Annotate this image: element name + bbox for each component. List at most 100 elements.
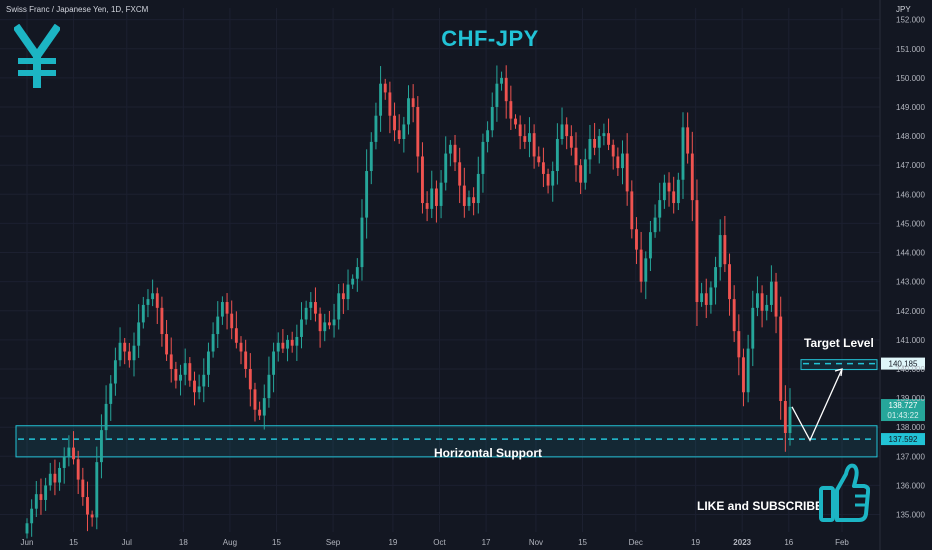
price-tick-label: 143.000 xyxy=(896,278,925,287)
symbol-header[interactable]: Swiss Franc / Japanese Yen, 1D, FXCM xyxy=(6,5,149,14)
candle xyxy=(690,131,694,222)
candle-body xyxy=(765,304,769,311)
candle xyxy=(72,431,75,465)
candle xyxy=(160,296,164,347)
candle xyxy=(555,123,559,185)
candle-body xyxy=(332,319,336,326)
candle xyxy=(602,123,606,146)
candle xyxy=(760,285,764,328)
candle xyxy=(588,124,592,174)
candlestick-series xyxy=(25,65,792,539)
candle-body xyxy=(407,98,410,125)
price-tick-label: 146.000 xyxy=(896,190,925,199)
candle-body xyxy=(207,351,210,375)
candle xyxy=(732,285,736,343)
candle-body xyxy=(300,319,303,337)
candle xyxy=(444,136,448,191)
price-tick-label: 152.000 xyxy=(896,16,925,25)
candle-body xyxy=(216,316,220,335)
candle xyxy=(155,287,159,325)
candle xyxy=(309,292,313,321)
candle-body xyxy=(504,77,508,102)
candle-body xyxy=(48,473,52,486)
candle xyxy=(407,85,410,135)
candle xyxy=(225,293,229,330)
candle-body xyxy=(686,127,690,154)
candle-body xyxy=(323,322,327,332)
candle-body xyxy=(607,133,610,145)
candle xyxy=(788,388,792,446)
candle xyxy=(523,124,527,149)
candle xyxy=(197,374,201,400)
candle xyxy=(346,269,350,311)
candle-body xyxy=(113,360,117,384)
candle xyxy=(244,339,248,378)
candle xyxy=(397,114,401,144)
candle xyxy=(369,132,373,185)
candle-body xyxy=(467,197,471,206)
candle xyxy=(276,332,280,362)
candle xyxy=(411,84,415,123)
time-tick-label: 19 xyxy=(691,538,700,547)
candle xyxy=(742,348,745,407)
candle xyxy=(653,204,657,238)
candle-body xyxy=(667,182,671,192)
candle xyxy=(737,314,741,376)
candle-body xyxy=(597,136,601,148)
candle xyxy=(137,304,141,358)
candle xyxy=(597,128,601,164)
candle xyxy=(467,190,471,211)
candle-body xyxy=(234,328,238,343)
candle-body xyxy=(109,383,113,404)
candle-body xyxy=(523,136,527,142)
candle xyxy=(104,385,108,441)
price-axis[interactable]: 135.000 136.000 137.000 138.000 139.000 140.0… xyxy=(879,0,925,550)
candle-body xyxy=(86,497,89,515)
candle xyxy=(462,167,466,218)
price-tick-label: 136.000 xyxy=(896,481,925,490)
candle-body xyxy=(351,278,355,285)
candle-body xyxy=(137,322,141,346)
candle-body xyxy=(132,345,136,361)
candle-body xyxy=(327,322,331,326)
candle-body xyxy=(751,307,755,349)
candle xyxy=(537,146,541,167)
candle xyxy=(337,283,341,330)
candle xyxy=(458,147,462,204)
candle xyxy=(379,66,383,132)
candle-body xyxy=(537,156,541,163)
candle xyxy=(551,161,555,202)
candle xyxy=(495,65,499,122)
candle xyxy=(146,289,150,318)
candle xyxy=(193,371,196,406)
time-tick-label: 19 xyxy=(388,538,397,547)
candle xyxy=(607,118,610,151)
candle-body xyxy=(355,267,359,279)
candle-body xyxy=(72,447,75,460)
candle-body xyxy=(704,293,708,305)
candle-body xyxy=(62,456,66,468)
candle-body xyxy=(760,293,764,311)
candle-body xyxy=(662,182,666,201)
price-tick-label: 135.000 xyxy=(896,511,925,520)
time-axis[interactable]: Jun 15 Jul 18 Aug 15 Sep 19 Oct 17 Nov 15 Dec 19 2023 1… xyxy=(21,538,850,547)
candle xyxy=(453,134,457,172)
candle-body xyxy=(262,398,266,416)
candle-body xyxy=(635,229,638,250)
candle-body xyxy=(648,232,652,259)
candle-body xyxy=(90,514,94,518)
candle-body xyxy=(230,313,234,329)
candle xyxy=(99,414,103,479)
time-tick-label: 15 xyxy=(578,538,587,547)
candle-body xyxy=(425,203,429,209)
thumbs-up-icon xyxy=(818,460,871,529)
candle xyxy=(765,294,769,321)
candle xyxy=(169,337,173,383)
candle-body xyxy=(44,485,48,500)
candle xyxy=(704,278,708,319)
candle-body xyxy=(53,473,57,483)
candle xyxy=(528,117,531,158)
candle xyxy=(327,310,331,330)
candle-body xyxy=(118,342,122,361)
